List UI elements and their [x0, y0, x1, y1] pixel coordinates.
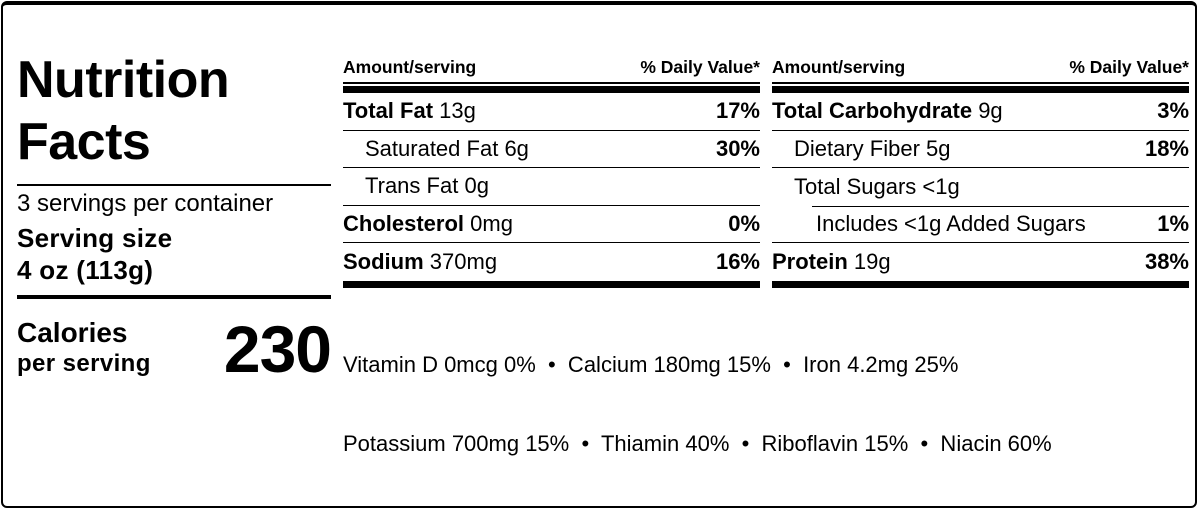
column-2-header: Amount/serving % Daily Value*: [772, 57, 1189, 84]
nutrient-dv: 30%: [715, 135, 760, 161]
row-total-sugars: Total Sugars <1g: [772, 168, 1189, 206]
nutrient-amount: 6g: [504, 135, 529, 161]
nutrient-amount: 19g: [853, 248, 891, 274]
nutrient-column-2: Amount/serving % Daily Value* Total Carb…: [772, 57, 1189, 288]
nutrient-amount: 0mg: [470, 210, 513, 236]
nutrient-column-1: Amount/serving % Daily Value* Total Fat …: [343, 57, 760, 288]
nutrient-amount: 13g: [439, 98, 476, 124]
calories-sublabel: per serving: [17, 350, 151, 377]
micronutrients-line: Vitamin D 0mcg 0% • Calcium 180mg 15% • …: [343, 351, 959, 377]
title-line-1: Nutrition: [17, 51, 230, 109]
calories-value: 230: [223, 312, 332, 386]
row-dietary-fiber: Dietary Fiber 5g 18%: [772, 131, 1189, 168]
serving-size-divider: [17, 295, 331, 299]
nutrient-name: Includes <1g Added Sugars: [816, 210, 1086, 236]
label-right-area: Amount/serving % Daily Value* Total Fat …: [343, 5, 1189, 511]
nutrient-columns: Amount/serving % Daily Value* Total Fat …: [343, 57, 1189, 288]
label-left-panel: Nutrition Facts 3 servings per container…: [17, 5, 332, 386]
nutrient-name: Dietary Fiber: [794, 135, 920, 161]
column-bottom-bar: [772, 280, 1189, 288]
row-sodium: Sodium 370mg 16%: [343, 243, 760, 281]
nutrient-dv: 18%: [1144, 135, 1189, 161]
nutrient-dv: 17%: [715, 98, 760, 124]
amount-serving-header: Amount/serving: [343, 57, 477, 77]
nutrient-name: Sodium: [343, 248, 424, 274]
row-trans-fat: Trans Fat 0g: [343, 168, 760, 206]
micronutrients-section: Vitamin D 0mcg 0% • Calcium 180mg 15% • …: [343, 299, 1189, 511]
nutrition-facts-title: Nutrition Facts: [17, 49, 331, 173]
row-total-fat: Total Fat 13g 17%: [343, 93, 760, 131]
amount-serving-header: Amount/serving: [772, 57, 906, 77]
calories-labels: Calories per serving: [17, 317, 151, 378]
row-cholesterol: Cholesterol 0mg 0%: [343, 206, 760, 243]
servings-per-container: 3 servings per container: [17, 190, 274, 217]
micronutrients-line: Potassium 700mg 15% • Thiamin 40% • Ribo…: [343, 431, 1052, 456]
nutrient-name: Saturated Fat: [365, 135, 499, 161]
nutrient-amount: 5g: [926, 135, 951, 161]
nutrient-dv: 16%: [715, 248, 760, 274]
daily-value-header: % Daily Value*: [1069, 57, 1189, 77]
nutrient-name: Cholesterol: [343, 210, 465, 236]
serving-size-value: 4 oz (113g): [17, 255, 154, 285]
header-thick-bar: [772, 86, 1189, 93]
title-divider: [17, 184, 331, 186]
nutrient-dv: 1%: [1157, 210, 1189, 236]
title-line-2: Facts: [17, 113, 151, 171]
nutrient-dv: 3%: [1157, 98, 1189, 124]
column-1-header: Amount/serving % Daily Value*: [343, 57, 760, 84]
nutrient-amount: <1g: [922, 173, 960, 199]
calories-section: Calories per serving 230: [17, 312, 332, 386]
row-protein: Protein 19g 38%: [772, 243, 1189, 281]
nutrient-dv: 0%: [728, 210, 760, 236]
nutrient-amount: 0g: [464, 173, 489, 199]
header-thick-bar: [343, 86, 760, 93]
row-total-carbohydrate: Total Carbohydrate 9g 3%: [772, 93, 1189, 131]
daily-value-header: % Daily Value*: [640, 57, 760, 77]
column-bottom-bar: [343, 280, 760, 288]
nutrient-name: Trans Fat: [365, 173, 459, 199]
nutrient-name: Total Fat: [343, 98, 434, 124]
row-saturated-fat: Saturated Fat 6g 30%: [343, 131, 760, 168]
calories-label: Calories: [17, 317, 128, 348]
nutrient-dv: 38%: [1144, 248, 1189, 274]
serving-size-label: Serving size: [17, 223, 173, 253]
row-added-sugars: Includes <1g Added Sugars 1%: [772, 205, 1189, 243]
nutrient-amount: 9g: [978, 98, 1003, 124]
nutrient-name: Protein: [772, 248, 848, 274]
nutrient-name: Total Carbohydrate: [772, 98, 973, 124]
nutrient-name: Total Sugars: [794, 173, 917, 199]
nutrient-amount: 370mg: [429, 248, 498, 274]
